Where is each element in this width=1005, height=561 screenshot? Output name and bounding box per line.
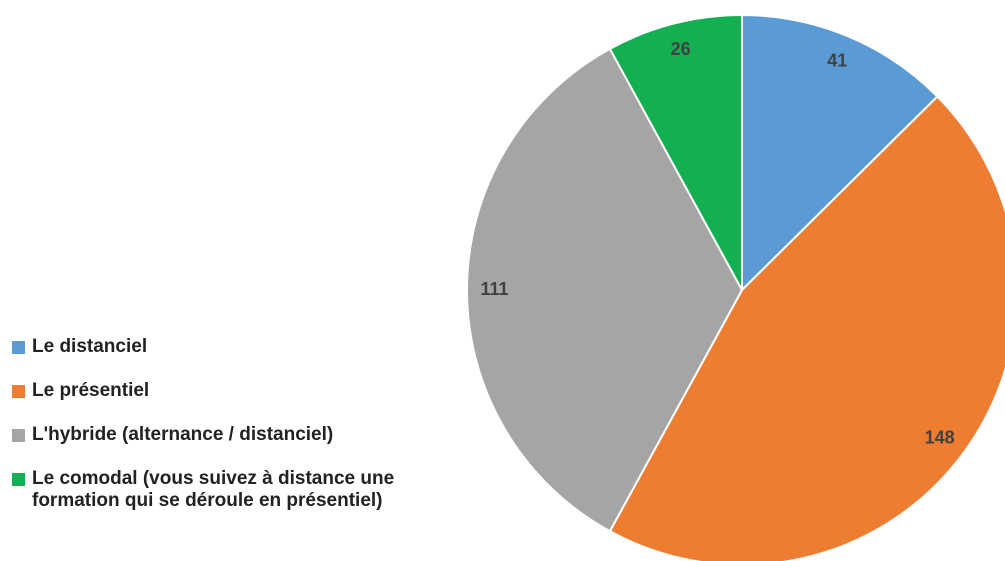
legend-swatch [12,341,25,354]
pie-slice [466,47,744,533]
legend-label: Le présentiel [32,380,150,401]
pie-slice [608,13,743,291]
data-label: 111 [480,279,508,299]
legend-item: Le présentiel [10,380,480,402]
pie-slice [741,13,939,293]
legend-swatch [12,429,25,442]
pie-slice [608,95,1005,561]
data-label: 41 [827,50,847,70]
legend-label: L'hybride (alternance / distanciel) [32,424,334,445]
data-label: 148 [925,428,955,448]
legend-swatch [12,473,25,486]
legend-swatch [12,385,25,398]
legend-label: Le distanciel [32,336,148,357]
legend-label: Le comodal (vous suivez à distance une f… [32,468,395,511]
legend-item: Le comodal (vous suivez à distance une f… [10,468,480,512]
data-label: 26 [671,39,691,59]
legend: Le distanciel Le présentiel L'hybride (alt… [10,336,480,534]
legend-item: L'hybride (alternance / distanciel) [10,424,480,446]
legend-item: Le distanciel [10,336,480,358]
